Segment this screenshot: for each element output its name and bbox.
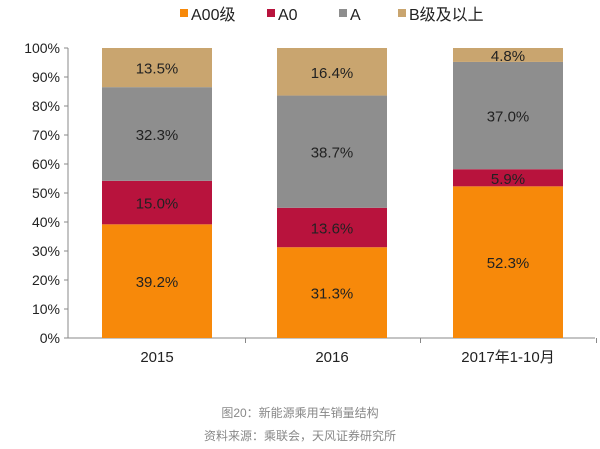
data-label: 32.3% <box>136 127 179 144</box>
bar-segment <box>277 207 387 248</box>
x-tick-label: 2017年1-10月 <box>461 349 554 366</box>
y-tick-label: 60% <box>32 156 60 172</box>
bar-segment <box>277 95 387 208</box>
y-tick-label: 80% <box>32 98 60 114</box>
y-tick-label: 30% <box>32 243 60 259</box>
data-label: 38.7% <box>311 145 354 162</box>
data-label: 5.9% <box>491 171 525 188</box>
legend-swatch <box>398 9 406 17</box>
legend-swatch <box>339 9 347 17</box>
y-tick-label: 100% <box>24 40 60 56</box>
data-label: 16.4% <box>311 65 354 82</box>
bar-segment <box>102 224 212 338</box>
legend-label: A <box>350 7 361 24</box>
data-label: 31.3% <box>311 286 354 303</box>
bar-segment <box>102 87 212 181</box>
data-label: 39.2% <box>136 274 179 291</box>
figure-title: 图20：新能源乘用车销量结构 <box>221 406 379 420</box>
bar-segment <box>277 247 387 338</box>
data-label: 13.5% <box>136 61 179 78</box>
data-label: 4.8% <box>491 48 525 65</box>
bar-segment <box>102 180 212 225</box>
y-tick-label: 90% <box>32 69 60 85</box>
y-tick-label: 10% <box>32 301 60 317</box>
y-tick-label: 50% <box>32 185 60 201</box>
bar-segment <box>277 48 387 96</box>
legend-label: A00级 <box>191 6 235 24</box>
figure-source: 资料来源：乘联会，天风证券研究所 <box>203 429 396 443</box>
stacked-bar-chart: 0% 10% 20% 30% 40% 50% 60% 70% 80% 90% 100% 39.2% 15… <box>24 6 597 366</box>
y-tick-label: 0% <box>40 330 60 346</box>
bar-segment <box>453 48 563 62</box>
bar-segment <box>453 61 563 170</box>
data-label: 37.0% <box>487 109 530 126</box>
y-tick-label: 40% <box>32 214 60 230</box>
legend-label: B级及以上 <box>409 6 484 24</box>
data-label: 13.6% <box>311 221 354 238</box>
legend-swatch <box>180 9 188 17</box>
bar-segment <box>102 48 212 88</box>
y-tick-label: 70% <box>32 127 60 143</box>
bar-segment <box>453 186 563 338</box>
bar-segment <box>453 169 563 187</box>
legend-label: A0 <box>278 7 298 24</box>
data-label: 52.3% <box>487 255 530 272</box>
x-tick-label: 2015 <box>140 349 173 366</box>
legend-swatch <box>267 9 275 17</box>
x-tick-label: 2016 <box>315 349 348 366</box>
data-label: 15.0% <box>136 196 179 213</box>
y-tick-label: 20% <box>32 272 60 288</box>
